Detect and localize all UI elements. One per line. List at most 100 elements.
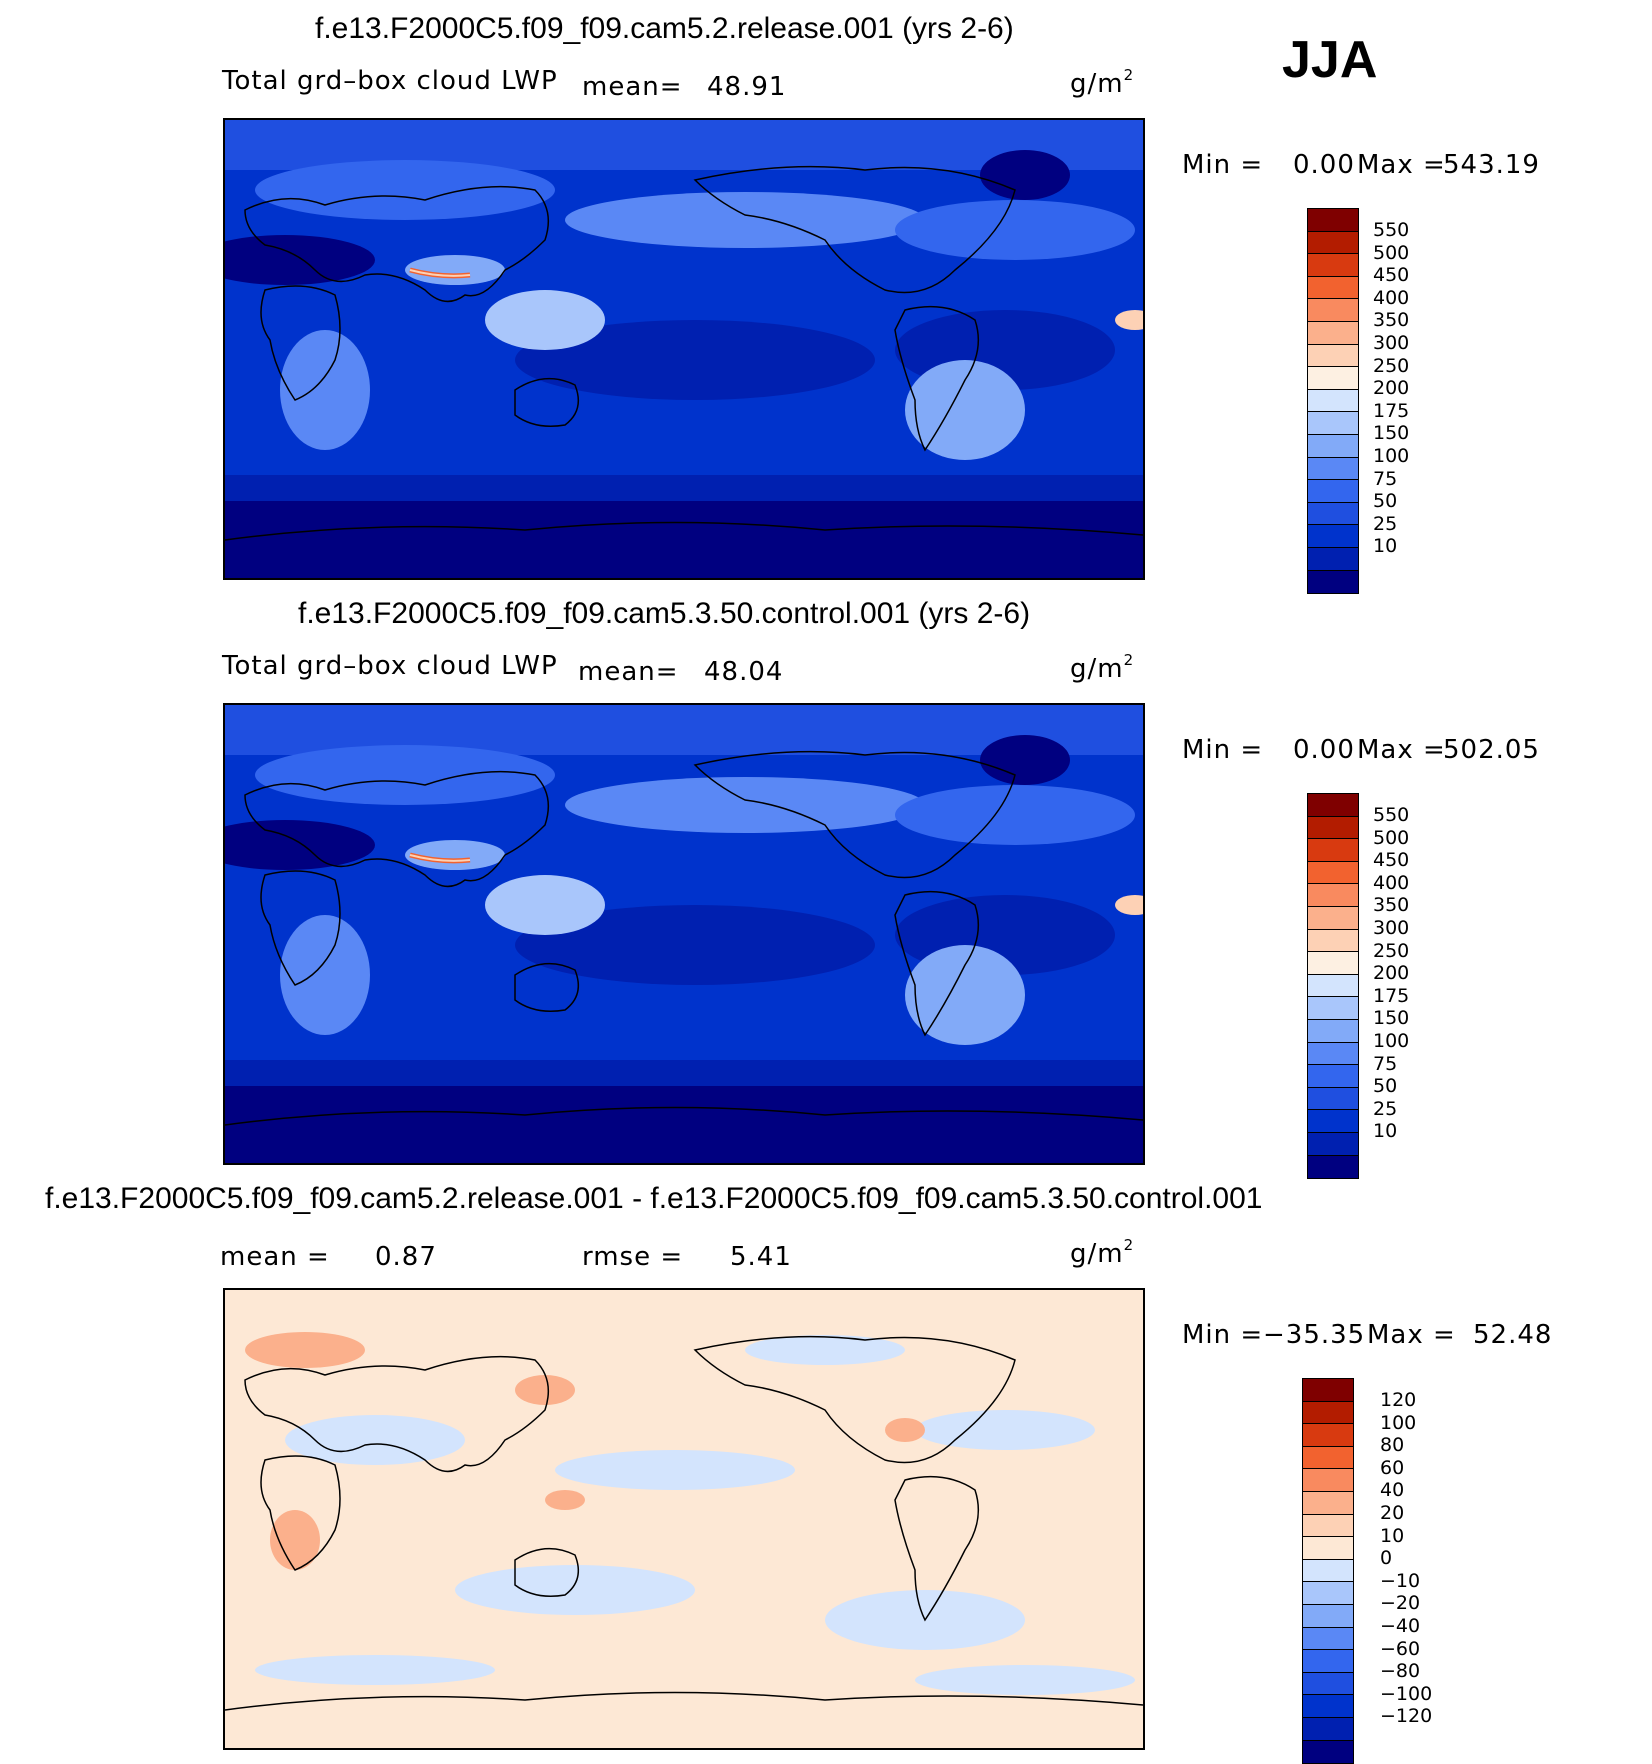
- colorbar-tick-label: 500: [1373, 241, 1410, 264]
- colorbar-swatch: [1303, 1695, 1353, 1718]
- colorbar-tick-label: 450: [1373, 264, 1410, 287]
- colorbar-swatch: [1303, 1469, 1353, 1492]
- panel-2-units: g/m2: [1070, 651, 1135, 684]
- colorbar-tick-label: 120: [1380, 1389, 1417, 1411]
- panel-3-rmse-value: 5.41: [730, 1242, 792, 1272]
- panel-2-colorbar-ticks: 550 500 450 400 350 300 250 200 175 150 100 75 50 25 1…: [1373, 804, 1409, 1143]
- panel-3-mean-label: mean =: [220, 1242, 330, 1272]
- colorbar-swatch: [1308, 1042, 1358, 1066]
- colorbar-tick-label: −120: [1380, 1705, 1433, 1728]
- panel-1-max-value: 543.19: [1443, 150, 1540, 180]
- colorbar-swatch: [1308, 344, 1358, 368]
- colorbar-swatch: [1303, 1424, 1353, 1447]
- colorbar-swatch: [1308, 1110, 1358, 1133]
- colorbar-tick-label: 250: [1373, 354, 1410, 377]
- panel-1-mean-label: mean=: [582, 72, 683, 102]
- colorbar-tick-label: 50: [1373, 490, 1398, 513]
- colorbar-tick-label: −20: [1380, 1592, 1421, 1615]
- panel-3-min-value: −35.35: [1263, 1320, 1366, 1350]
- colorbar-swatch: [1303, 1491, 1353, 1515]
- colorbar-tick-label: 300: [1373, 916, 1410, 939]
- panel-2-variable: Total grd–box cloud LWP: [222, 651, 558, 681]
- panel-1-map: [223, 118, 1145, 580]
- colorbar-swatch: [1308, 367, 1358, 390]
- colorbar-swatch: [1308, 299, 1358, 322]
- colorbar-swatch: [1303, 1559, 1353, 1583]
- panel-1-title: f.e13.F2000C5.f09_f09.cam5.2.release.001…: [315, 12, 1014, 45]
- panel-2-map: [223, 703, 1145, 1165]
- colorbar-swatch: [1308, 209, 1358, 232]
- colorbar-swatch: [1303, 1650, 1353, 1673]
- panel-1-colorbar: [1307, 208, 1359, 595]
- colorbar-tick-label: 175: [1373, 399, 1410, 422]
- colorbar-tick-label: 10: [1380, 1524, 1405, 1547]
- colorbar-tick-label: 40: [1380, 1479, 1405, 1502]
- colorbar-tick-label: 25: [1373, 1097, 1398, 1120]
- colorbar-tick-label: −10: [1380, 1569, 1421, 1592]
- colorbar-swatch: [1308, 1065, 1358, 1088]
- colorbar-swatch: [1308, 502, 1358, 526]
- colorbar-swatch: [1303, 1672, 1353, 1696]
- colorbar-swatch: [1303, 1740, 1353, 1764]
- colorbar-tick-label: 80: [1380, 1434, 1405, 1457]
- colorbar-tick-label: 75: [1373, 467, 1398, 490]
- colorbar-tick-label: 150: [1373, 422, 1410, 445]
- colorbar-tick-label: −40: [1380, 1614, 1421, 1637]
- colorbar-swatch: [1308, 1132, 1358, 1156]
- colorbar-tick-label: −60: [1380, 1637, 1421, 1660]
- panel-3-map: [223, 1288, 1145, 1750]
- panel-2-title: f.e13.F2000C5.f09_f09.cam5.3.50.control.…: [298, 597, 1031, 630]
- colorbar-swatch: [1308, 480, 1358, 503]
- colorbar-swatch: [1308, 997, 1358, 1020]
- colorbar-swatch: [1308, 276, 1358, 300]
- panel-2-colorbar: [1307, 793, 1359, 1180]
- colorbar-swatch: [1308, 570, 1358, 594]
- panel-3-rmse-label: rmse =: [582, 1242, 684, 1272]
- colorbar-swatch: [1308, 254, 1358, 277]
- colorbar-swatch: [1308, 321, 1358, 345]
- colorbar-swatch: [1308, 974, 1358, 998]
- colorbar-tick-label: 0: [1380, 1547, 1393, 1570]
- colorbar-tick-label: 250: [1373, 939, 1410, 962]
- colorbar-swatch: [1308, 839, 1358, 862]
- colorbar-swatch: [1308, 1087, 1358, 1111]
- colorbar-tick-label: −100: [1380, 1682, 1433, 1705]
- panel-3-colorbar: [1302, 1378, 1354, 1764]
- panel-1-map-field: [225, 120, 1143, 578]
- colorbar-swatch: [1308, 389, 1358, 413]
- panel-3-max-label: Max =: [1367, 1320, 1456, 1350]
- colorbar-tick-label: 60: [1380, 1456, 1405, 1479]
- colorbar-tick-label: 400: [1373, 871, 1410, 894]
- panel-2-mean-label: mean=: [578, 657, 679, 687]
- colorbar-tick-label: −80: [1380, 1660, 1421, 1683]
- panel-2-max-label: Max =: [1357, 735, 1446, 765]
- colorbar-tick-label: 10: [1373, 1120, 1398, 1143]
- panel-3-units: g/m2: [1070, 1236, 1135, 1269]
- panel-3-max-value: 52.48: [1473, 1320, 1553, 1350]
- colorbar-swatch: [1308, 861, 1358, 885]
- colorbar-tick-label: 100: [1373, 1029, 1410, 1052]
- colorbar-swatch: [1303, 1514, 1353, 1538]
- colorbar-swatch: [1308, 794, 1358, 817]
- colorbar-swatch: [1303, 1537, 1353, 1560]
- panel-1-mean-value: 48.91: [707, 72, 787, 102]
- colorbar-tick-label: 25: [1373, 512, 1398, 535]
- colorbar-tick-label: 100: [1373, 444, 1410, 467]
- colorbar-swatch: [1308, 816, 1358, 840]
- colorbar-swatch: [1303, 1379, 1353, 1402]
- colorbar-tick-label: 200: [1373, 377, 1410, 400]
- colorbar-swatch: [1303, 1401, 1353, 1425]
- panel-1-min-value: 0.00: [1293, 150, 1355, 180]
- panel-1-colorbar-ticks: 550 500 450 400 350 300 250 200 175 150 100 75 50 25 1…: [1373, 219, 1409, 558]
- colorbar-tick-label: 400: [1373, 286, 1410, 309]
- panel-1-units: g/m2: [1070, 66, 1135, 99]
- colorbar-swatch: [1303, 1717, 1353, 1741]
- colorbar-swatch: [1308, 952, 1358, 975]
- colorbar-tick-label: 100: [1380, 1411, 1417, 1434]
- colorbar-tick-label: 500: [1373, 826, 1410, 849]
- colorbar-swatch: [1308, 457, 1358, 481]
- colorbar-swatch: [1303, 1627, 1353, 1651]
- panel-2-min-value: 0.00: [1293, 735, 1355, 765]
- colorbar-swatch: [1308, 1155, 1358, 1179]
- panel-3-mean-value: 0.87: [375, 1242, 437, 1272]
